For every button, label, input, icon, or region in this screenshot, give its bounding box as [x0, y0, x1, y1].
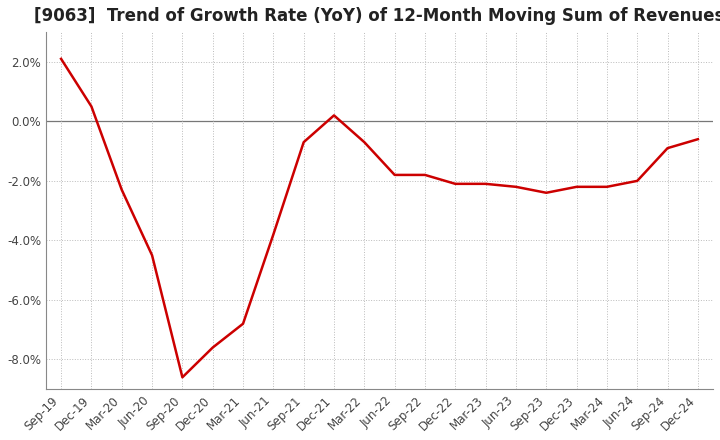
Title: [9063]  Trend of Growth Rate (YoY) of 12-Month Moving Sum of Revenues: [9063] Trend of Growth Rate (YoY) of 12-… — [35, 7, 720, 25]
